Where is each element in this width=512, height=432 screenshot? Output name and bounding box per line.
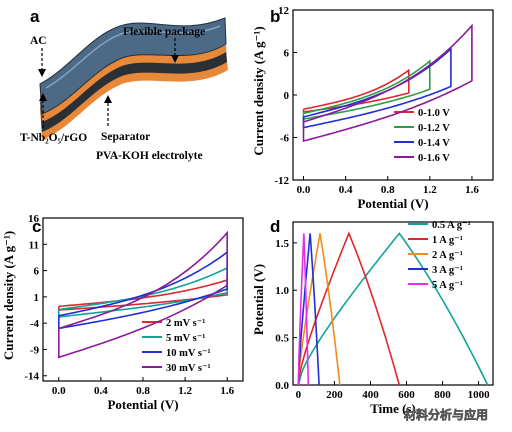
series-line-0-1.6 [302,23,473,143]
y-tick-label: 11 [29,239,39,251]
legend-label: 0-1.6 V [418,153,450,164]
legend-label: 5 A g⁻¹ [432,280,463,291]
legend-label: 3 A g⁻¹ [432,265,463,276]
watermark-text: 材料分析与应用 [403,407,488,422]
x-tick-label: 1.2 [178,385,192,397]
legend-label: 30 mV s⁻¹ [166,363,211,374]
x-tick-label: 1.6 [465,184,479,196]
chart-c-frame [42,217,244,382]
y-tick-label: 12 [278,5,290,17]
x-tick-label: 800 [434,389,451,401]
y-tick-label: 0.5 [275,333,289,345]
x-tick-label: 1.6 [220,385,234,397]
x-tick-label: 400 [362,389,379,401]
legend-label: 0.5 A g⁻¹ [432,220,471,231]
legend-label: 2 mV s⁻¹ [166,318,205,329]
y-axis-label: Current density (A g⁻¹) [251,26,266,155]
y-tick-label: 1.5 [275,238,289,250]
arrowhead-separator [104,95,112,103]
series-line-5 [58,266,228,318]
chart-b: 0.0 0.4 0.8 1.2 1.6 -12 -6 0 6 12 Potential (V) Cur… [251,5,494,211]
label-ac: AC [30,35,47,47]
chart-d-frame [292,221,494,386]
panel-d-letter: d [270,217,280,236]
legend-label: 0-1.2 V [418,123,450,134]
label-electrode: T-Nb₂O₅/rGO [20,132,87,144]
arrowhead-electrode [39,93,47,101]
series-line-10 [58,250,228,330]
x-tick-label: 0.0 [297,184,311,196]
legend-label: 10 mV s⁻¹ [166,348,211,359]
arrowhead-flexible-package [171,55,179,63]
charts-layer: 0.0 0.4 0.8 1.2 1.6 -12 -6 0 6 12 Potential (V) Cur… [1,5,494,416]
x-tick-label: 0.0 [52,385,66,397]
y-tick-label: 6 [284,48,290,60]
y-tick-label: 1 [34,292,40,304]
x-tick-label: 1000 [468,389,491,401]
x-axis-label: Potential (V) [107,397,178,412]
y-tick-label: -12 [274,175,289,187]
panel-a-letter: a [30,7,40,26]
panel-a: a Flexible package AC T-Nb₂O₅/rGO Separa… [20,7,228,162]
series-line-5 [297,233,310,386]
y-tick-label: -9 [30,344,40,356]
y-tick-label: 16 [28,213,40,225]
x-tick-label: 0.4 [339,184,353,196]
y-axis-label: Potential (V) [251,264,266,335]
x-tick-label: 0.8 [381,184,395,196]
arrowhead-ac [38,69,46,77]
y-tick-label: 0 [284,90,290,102]
series-line-3 [297,233,320,386]
series-line-2 [297,233,341,386]
label-separator: Separator [101,131,150,143]
y-tick-label: -14 [24,371,39,383]
series-line-1 [297,231,401,386]
x-tick-label: 1.2 [423,184,437,196]
panel-c-letter: c [32,217,41,236]
label-electrolyte: PVA-KOH electrolyte [96,150,203,162]
series-line-30 [58,230,228,359]
legend-label: 1 A g⁻¹ [432,235,463,246]
x-tick-label: 0.4 [94,385,108,397]
y-axis-label: Current density (A g⁻¹) [1,231,16,360]
x-tick-label: 600 [398,389,415,401]
series-line-0-1.4 [302,47,452,129]
y-tick-label: -6 [280,133,290,145]
x-axis-label: Time (s) [370,401,416,416]
x-tick-label: 200 [326,389,343,401]
y-tick-label: 1.0 [275,285,289,297]
series-line-0-1.0 [302,68,410,113]
y-tick-label: 6 [34,266,40,278]
x-tick-label: 0 [296,389,302,401]
y-tick-label: -4 [30,318,40,330]
device-schematic [39,17,228,140]
label-flexible-package: Flexible package [123,26,205,38]
legend-label: 5 mV s⁻¹ [166,333,205,344]
x-tick-label: 0.8 [136,385,150,397]
x-axis-label: Potential (V) [357,196,428,211]
flexible-package-layer [39,17,227,115]
legend-label: 0-1.4 V [418,138,450,149]
legend-label: 2 A g⁻¹ [432,250,463,261]
chart-d: 0 200 400 600 800 1000 0.0 0.5 1.0 1.5 Time (s) Pot… [251,220,494,416]
series-line-0-1.2 [302,59,431,121]
package-highlight [45,25,221,89]
panel-b-letter: b [270,7,280,26]
y-tick-label: 0.0 [275,380,289,392]
legend-label: 0-1.0 V [418,108,450,119]
